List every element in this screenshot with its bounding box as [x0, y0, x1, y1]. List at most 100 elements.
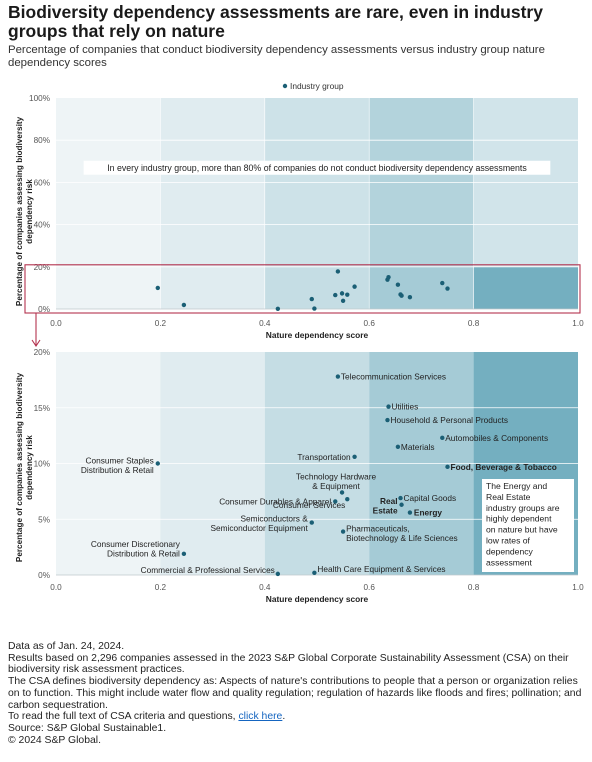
top-point — [340, 298, 346, 303]
bottom-y-tick-label: 15% — [34, 404, 50, 413]
point-label-line: Semiconductor Equipment — [210, 523, 308, 533]
top-point — [440, 280, 445, 286]
footnote-criteria-text: To read the full text of CSA criteria an… — [8, 711, 239, 723]
bottom-point — [312, 570, 317, 575]
top-point — [399, 293, 404, 298]
top-band-lower-2 — [160, 266, 265, 309]
bottom-point — [398, 495, 403, 501]
legend-label: Industry group — [290, 81, 344, 91]
point-label: Utilities — [392, 402, 419, 412]
point-label: Technology Hardware & Equipment — [296, 471, 377, 491]
bottom-point — [407, 510, 413, 515]
top-point — [181, 302, 187, 308]
top-point — [386, 274, 391, 280]
bottom-x-tick-label: 0.6 — [364, 583, 376, 592]
top-x-tick-label: 0.8 — [468, 319, 480, 328]
top-band-lower-4 — [369, 266, 474, 309]
bottom-point — [335, 374, 341, 379]
point-label: Household & Personal Products — [390, 415, 508, 425]
callout-text-line: dependency — [486, 546, 534, 556]
bottom-point — [440, 435, 445, 441]
bottom-point — [445, 464, 450, 470]
bottom-point — [339, 490, 345, 495]
top-y-tick-label: 40% — [34, 221, 50, 230]
click-here-link[interactable]: click here — [238, 711, 283, 723]
top-x-tick-label: 0.0 — [50, 319, 62, 328]
callout-text-line: industry groups are — [486, 503, 560, 513]
footnote-date: Data as of Jan. 24, 2024. — [8, 641, 125, 652]
top-point — [395, 282, 401, 287]
top-y-tick-label: 100% — [29, 94, 50, 103]
top-y-axis-title-line: Percentage of companies assessing biodiv… — [15, 116, 24, 306]
callout-text-line: low rates of — [486, 536, 531, 546]
bottom-x-tick-label: 0.8 — [468, 583, 480, 592]
bottom-point — [352, 454, 357, 460]
bottom-point — [386, 404, 391, 409]
top-point — [275, 306, 281, 311]
bottom-point — [181, 551, 187, 557]
bottom-point — [309, 520, 314, 525]
bottom-point — [395, 444, 401, 449]
top-point — [352, 284, 357, 289]
chart-subtitle: Percentage of companies that conduct bio… — [8, 44, 545, 69]
bottom-y-axis-title-line: dependency risk — [25, 435, 34, 500]
point-label: Consumer Staples Distribution & Retail — [81, 456, 154, 476]
zoom-highlight-box — [24, 264, 581, 314]
top-point — [445, 286, 450, 291]
point-label-line: Consumer Staples — [86, 456, 154, 466]
point-label-line: Biotechnology & Life Sciences — [346, 533, 458, 543]
top-point — [312, 306, 317, 311]
chart-canvas: 0% 20% 40% 60% 80% 100% 0.0 0.2 0.4 0.6 0.8 1.0 Natu… — [15, 81, 584, 604]
top-point — [407, 294, 413, 300]
point-label: Materials — [401, 442, 435, 452]
top-point — [335, 269, 341, 274]
legend-marker — [282, 83, 288, 89]
bottom-point — [345, 496, 350, 502]
bottom-point — [333, 499, 338, 504]
top-band-lower-1 — [56, 266, 161, 309]
point-label: Commercial & Professional Services — [141, 565, 275, 575]
chart-title: Biodiversity dependency assessments are … — [8, 2, 543, 41]
footnote-source: Source: S&P Global Sustainable1. — [8, 722, 167, 734]
bottom-point — [275, 571, 281, 577]
point-label: Real Estate — [373, 496, 398, 516]
bottom-x-tick-label: 1.0 — [572, 583, 584, 592]
top-point — [155, 285, 160, 291]
point-label-line: & Equipment — [312, 481, 360, 491]
point-label-line: Estate — [373, 505, 398, 515]
bottom-point — [399, 502, 404, 507]
top-y-axis-title: Percentage of companies assessing biodiv… — [15, 116, 34, 306]
top-x-tick-label: 0.6 — [364, 319, 376, 328]
top-point — [333, 292, 338, 298]
top-y-axis-title-line: dependency risk — [25, 179, 34, 244]
bottom-y-tick-label: 5% — [38, 515, 50, 524]
point-label: Transportation — [297, 452, 351, 462]
footnotes: Data as of Jan. 24, 2024. Results based … — [8, 641, 588, 746]
top-y-tick-label: 80% — [34, 136, 50, 145]
point-label: Semiconductors & Semiconductor Equipment — [210, 514, 308, 534]
top-band-lower-3 — [264, 266, 370, 309]
point-label: Pharmaceuticals, Biotechnology & Life Sci… — [346, 524, 458, 544]
top-y-tick-label: 60% — [34, 178, 50, 187]
footnote-copyright: © 2024 S&P Global. — [8, 734, 101, 746]
annotation-text: In every industry group, more than 80% o… — [107, 163, 527, 173]
point-label: Energy — [414, 508, 443, 518]
callout-text-line: assessment — [486, 557, 532, 567]
point-label: Health Care Equipment & Services — [317, 564, 445, 574]
bottom-y-axis-title-line: Percentage of companies assessing biodiv… — [15, 372, 24, 562]
top-y-tick-label: 20% — [34, 263, 50, 272]
callout-text-line: The Energy and — [486, 481, 547, 491]
top-point — [345, 292, 350, 297]
point-label-line: Distribution & Retail — [107, 548, 180, 558]
point-label: Automobiles & Components — [445, 433, 548, 443]
point-label-line: Technology Hardware — [296, 471, 377, 481]
bottom-x-tick-label: 0.0 — [50, 583, 62, 592]
annotation-box — [83, 160, 551, 175]
bottom-y-tick-label: 0% — [38, 571, 50, 580]
footnote-definition: The CSA defines biodiversity dependency … — [8, 676, 582, 711]
point-label: Food, Beverage & Tobacco — [451, 462, 557, 472]
top-point — [339, 291, 345, 296]
top-x-tick-label: 0.4 — [259, 319, 271, 328]
bottom-y-tick-label: 20% — [34, 348, 50, 357]
callout-text-line: Real Estate — [486, 492, 531, 502]
